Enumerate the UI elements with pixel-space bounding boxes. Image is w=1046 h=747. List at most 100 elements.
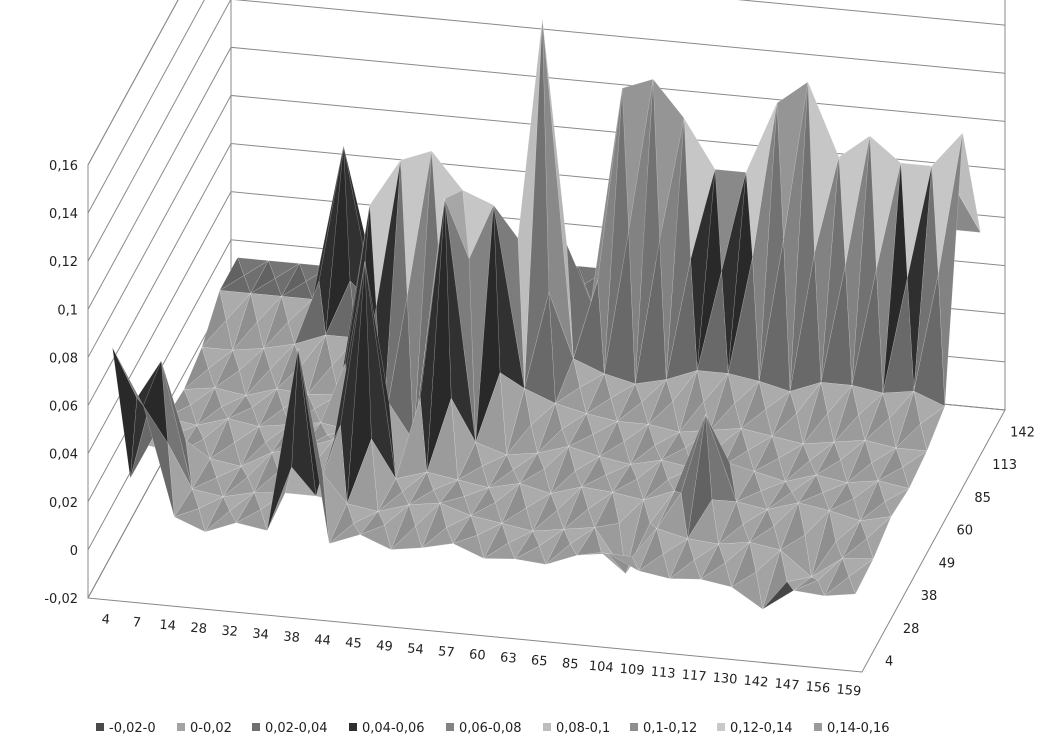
surface-facet bbox=[426, 198, 452, 473]
surface-facet bbox=[604, 88, 629, 374]
surface-facet bbox=[550, 445, 576, 494]
surface-facet bbox=[823, 576, 856, 597]
x-tick-label: 130 bbox=[712, 671, 738, 688]
y-tick-label: 85 bbox=[974, 491, 991, 506]
surface-facet bbox=[585, 373, 612, 415]
surface-facet bbox=[307, 393, 340, 410]
x-tick-label: 65 bbox=[530, 653, 548, 669]
surface-facet bbox=[346, 503, 379, 524]
surface-facet bbox=[470, 502, 503, 524]
surface-facet bbox=[727, 257, 760, 382]
x-tick-label: 85 bbox=[561, 656, 579, 672]
surface-facet bbox=[700, 543, 726, 580]
surface-facet bbox=[519, 468, 551, 494]
z-tick-label: 0,02 bbox=[49, 496, 78, 511]
legend-swatch bbox=[252, 723, 260, 731]
x-tick-label: 159 bbox=[836, 682, 862, 699]
surface-facet bbox=[563, 508, 595, 530]
y-axis: 4 28 38 49 60 85 113 142 bbox=[885, 425, 1035, 669]
surface-facet bbox=[793, 576, 819, 591]
z-tick-label: 0,08 bbox=[49, 351, 78, 366]
surface-facet bbox=[190, 387, 216, 426]
legend-label: 0,06-0,08 bbox=[459, 721, 522, 736]
surface-facet bbox=[253, 451, 279, 493]
x-tick-label: 113 bbox=[650, 665, 676, 682]
surface-facet bbox=[483, 522, 509, 560]
x-tick-label: 104 bbox=[588, 659, 614, 676]
surface-facet bbox=[580, 474, 613, 493]
surface-facet bbox=[377, 504, 410, 526]
surface-facet bbox=[488, 454, 514, 488]
y-tick-label: 113 bbox=[992, 458, 1017, 473]
surface-facet bbox=[792, 580, 825, 597]
x-tick-label: 38 bbox=[283, 630, 301, 646]
surface-facet bbox=[864, 392, 890, 441]
surface-facet bbox=[740, 428, 773, 451]
x-tick-label: 142 bbox=[743, 674, 769, 691]
surface-facet bbox=[630, 459, 663, 480]
surface-facet bbox=[225, 293, 251, 351]
surface-facet bbox=[222, 492, 255, 512]
surface-facet bbox=[439, 502, 472, 528]
surface-facet bbox=[359, 524, 392, 550]
surface-facet bbox=[322, 472, 348, 545]
surface-facet bbox=[545, 543, 578, 565]
x-tick-label: 63 bbox=[499, 650, 517, 666]
surface-facet bbox=[882, 163, 908, 394]
surface-facet bbox=[390, 525, 423, 550]
surface-facet bbox=[630, 423, 656, 465]
surface-facet bbox=[920, 405, 946, 452]
x-tick-label: 7 bbox=[132, 615, 142, 631]
surface-facet bbox=[221, 395, 246, 419]
surface-facet bbox=[329, 523, 361, 544]
surface-facet bbox=[721, 172, 747, 374]
surface-facet bbox=[649, 490, 675, 529]
surface-facet bbox=[815, 441, 841, 476]
surface-facet bbox=[638, 553, 670, 579]
surface-facet bbox=[205, 510, 237, 533]
surface-facet bbox=[297, 348, 330, 544]
surface-facet bbox=[665, 370, 698, 403]
surface-facet bbox=[884, 488, 910, 517]
surface-facet bbox=[524, 388, 556, 426]
gridline bbox=[87, 0, 179, 166]
surface-facet bbox=[811, 510, 837, 578]
surface-facet bbox=[604, 231, 636, 385]
surface-facet bbox=[267, 348, 299, 531]
surface-facet bbox=[536, 428, 569, 454]
x-tick-label: 45 bbox=[345, 635, 363, 651]
z-tick-label: 0,14 bbox=[49, 207, 78, 222]
legend-swatch bbox=[543, 723, 551, 731]
surface-facet bbox=[938, 132, 963, 407]
surface-facet bbox=[390, 504, 416, 550]
x-tick-label: 156 bbox=[805, 680, 831, 697]
gridline bbox=[87, 46, 1006, 310]
surface-facet bbox=[866, 516, 892, 560]
surface-facet bbox=[815, 474, 848, 493]
legend-label: 0,04-0,06 bbox=[362, 721, 425, 736]
legend-label: 0,08-0,1 bbox=[556, 721, 610, 736]
surface-facet bbox=[623, 423, 649, 465]
surface-facet bbox=[629, 444, 662, 465]
surface-facet bbox=[235, 509, 268, 531]
z-tick-label: 0,06 bbox=[49, 400, 78, 415]
surface-facet bbox=[222, 476, 255, 497]
surface-facet bbox=[902, 450, 928, 490]
x-axis: 4 7 14 28 32 34 38 44 45 49 54 57 60 63 65 85 104 109 113 1… bbox=[101, 612, 862, 699]
surface-facet bbox=[647, 401, 680, 433]
legend-label: -0,02-0 bbox=[109, 721, 156, 736]
surface-facet bbox=[709, 402, 742, 431]
x-tick-label: 147 bbox=[774, 677, 800, 694]
y-tick-label: 142 bbox=[1010, 425, 1035, 440]
x-tick-label: 60 bbox=[468, 647, 486, 663]
x-tick-label: 14 bbox=[159, 618, 177, 634]
surface-facet bbox=[913, 274, 946, 407]
surface-facet bbox=[191, 477, 224, 497]
legend: -0,02-0 0-0,02 0,02-0,04 0,04-0,06 0,06-0,08… bbox=[96, 721, 890, 736]
surface-facet bbox=[656, 492, 688, 539]
surface-facet bbox=[258, 388, 284, 427]
y-tick-label: 38 bbox=[921, 589, 938, 604]
x-tick-label: 57 bbox=[437, 644, 455, 660]
z-tick-label: 0,16 bbox=[49, 159, 78, 174]
z-axis: -0,02 0 0,02 0,04 0,06 0,08 0,1 0,12 0,14 0,16 bbox=[44, 159, 78, 607]
